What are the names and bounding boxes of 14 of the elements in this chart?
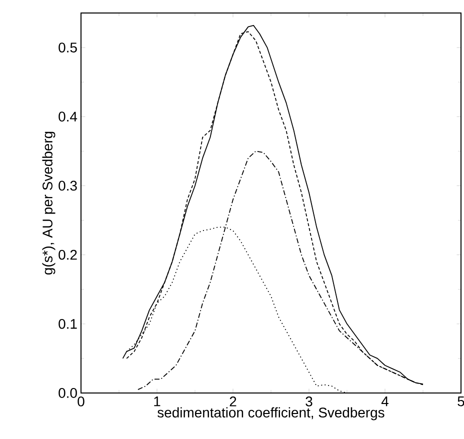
x-axis-title: sedimentation coefficient, Svedbergs <box>158 407 384 420</box>
x-tick-label: 0 <box>78 396 84 406</box>
x-tick-label: 1 <box>154 396 160 406</box>
x-tick-label: 5 <box>458 396 464 406</box>
y-tick-label: 0.5 <box>58 42 77 52</box>
y-tick-label: 0.3 <box>58 180 77 191</box>
x-tick-label: 2 <box>230 396 236 406</box>
y-tick-label: 0.0 <box>58 388 77 398</box>
y-tick-label: 0.1 <box>58 318 77 329</box>
x-tick-label: 3 <box>306 396 312 406</box>
y-axis-title: g(s*), AU per Svedberg <box>42 132 56 275</box>
y-tick-label: 0.4 <box>58 112 78 122</box>
x-tick-label: 4 <box>381 396 388 406</box>
y-tick-label: 0.2 <box>58 250 77 260</box>
